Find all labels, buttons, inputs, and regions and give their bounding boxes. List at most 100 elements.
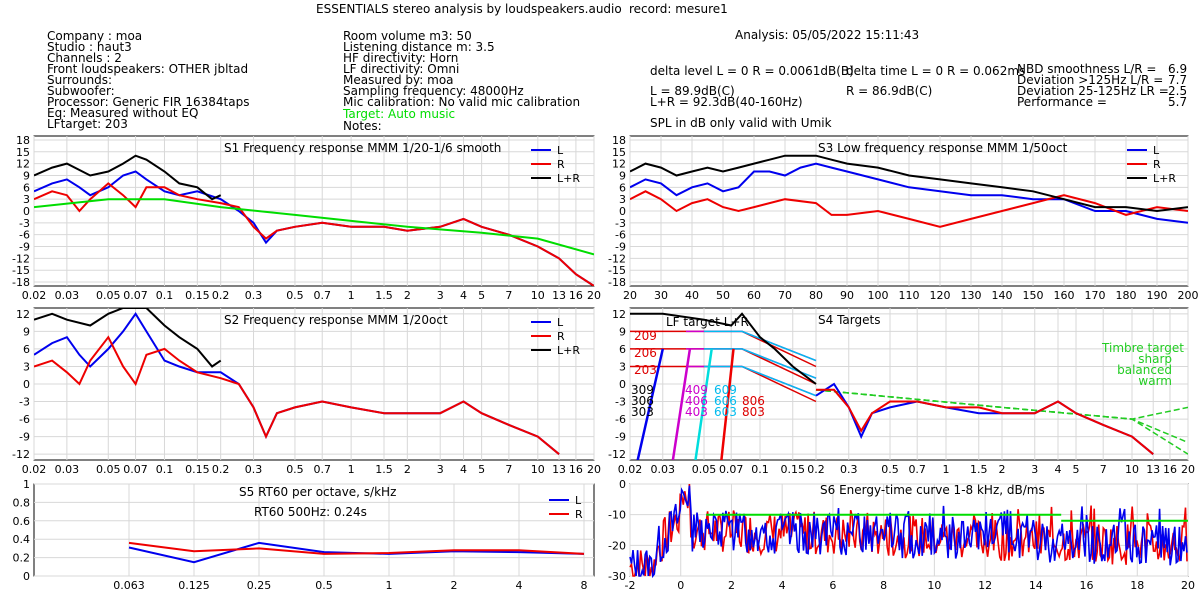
timbre-label: balanced — [1117, 363, 1172, 377]
plot-area — [34, 154, 594, 286]
target-code: 806 — [742, 394, 765, 408]
y-tick-label: -12 — [608, 252, 626, 265]
y-tick-label: 12 — [16, 158, 30, 171]
y-tick-label: 18 — [612, 134, 626, 147]
lf-slope-line — [694, 348, 713, 460]
x-tick-label: 10 — [1125, 463, 1139, 476]
level-lr: L+R = 92.3dB(40-160Hz) — [650, 95, 803, 109]
x-tick-label: 13 — [552, 463, 566, 476]
y-tick-label: 0.8 — [13, 496, 31, 509]
x-tick-label: 180 — [1116, 289, 1137, 302]
x-tick-label: 0.07 — [123, 463, 148, 476]
legend-label: L — [575, 494, 582, 507]
x-tick-label: 0.5 — [315, 579, 333, 592]
info-line: Listening distance m: 3.5 — [343, 40, 495, 54]
x-tick-label: 3 — [1031, 463, 1038, 476]
x-tick-label: 4 — [1054, 463, 1061, 476]
x-tick-label: 2 — [451, 579, 458, 592]
x-tick-label: 20 — [1181, 579, 1195, 592]
x-tick-label: 0.2 — [212, 463, 230, 476]
legend-label: L — [1153, 144, 1160, 157]
x-tick-label: 0.15 — [185, 289, 210, 302]
x-tick-label: 1.5 — [970, 463, 988, 476]
chart-title: S4 Targets — [818, 313, 880, 327]
x-tick-label: 110 — [899, 289, 920, 302]
y-tick-label: 3 — [619, 360, 626, 373]
y-tick-label: 6 — [619, 181, 626, 194]
y-tick-label: 6 — [23, 343, 30, 356]
legend-label: R — [1153, 158, 1161, 171]
target-code: 803 — [742, 405, 765, 419]
y-tick-label: -6 — [19, 229, 30, 242]
x-tick-label: 50 — [716, 289, 730, 302]
series-L+R — [34, 308, 222, 368]
chart-s5: 1 0.8 0.6 0.4 0.2 0 0.063 0.125 0.25 0.5 1 2 4 8 S5 RT… — [13, 478, 595, 592]
x-tick-label: 4 — [516, 579, 523, 592]
y-tick-label: 0 — [619, 478, 626, 491]
y-tick-label: 0 — [23, 205, 30, 218]
x-tick-label: 0.02 — [22, 463, 47, 476]
x-tick-label: 0.15 — [781, 463, 806, 476]
timbre-target-line — [815, 389, 1188, 455]
x-tick-label: 8 — [880, 579, 887, 592]
y-tick-label: 15 — [612, 146, 626, 159]
x-tick-label: 190 — [1147, 289, 1168, 302]
y-tick-label: -9 — [615, 431, 626, 444]
series-R — [34, 335, 560, 455]
target-code: 606 — [714, 394, 737, 408]
x-tick-label: 7 — [505, 289, 512, 302]
x-tick-label: 0.25 — [247, 579, 272, 592]
x-tick-label: 0.02 — [618, 463, 643, 476]
x-tick-label: 0.3 — [245, 463, 263, 476]
y-tick-label: 12 — [16, 308, 30, 321]
info-line: Company : moa — [47, 29, 143, 43]
x-tick-label: 0.3 — [245, 289, 263, 302]
x-tick-label: 1 — [348, 463, 355, 476]
x-tick-label: 150 — [1023, 289, 1044, 302]
y-tick-label: -20 — [608, 539, 626, 552]
info-line: Studio : haut3 — [47, 40, 132, 54]
y-tick-label: 0 — [619, 205, 626, 218]
y-tick-label: -15 — [608, 264, 626, 277]
x-tick-label: 1 — [943, 463, 950, 476]
x-tick-label: 1 — [348, 289, 355, 302]
chart-title: S6 Energy-time curve 1-8 kHz, dB/ms — [820, 483, 1045, 497]
series-R — [34, 182, 594, 286]
x-tick-label: 1.5 — [375, 289, 393, 302]
series-L — [629, 485, 1188, 579]
x-tick-label: 0.5 — [286, 463, 304, 476]
x-tick-label: 80 — [809, 289, 823, 302]
x-tick-label: 0.125 — [178, 579, 210, 592]
lf-target-line — [704, 330, 817, 362]
x-tick-label: 0.1 — [751, 463, 769, 476]
info-line: Channels : 2 — [47, 51, 122, 65]
x-tick-label: 0.1 — [156, 289, 174, 302]
x-tick-label: 0.07 — [719, 463, 744, 476]
timbre-label: warm — [1138, 374, 1172, 388]
series-R — [816, 388, 1154, 455]
info-line: LFtarget: 203 — [47, 117, 128, 131]
y-tick-label: 6 — [619, 343, 626, 356]
y-tick-label: 3 — [23, 193, 30, 206]
target-code: 206 — [634, 346, 657, 360]
x-tick-label: 0.15 — [185, 463, 210, 476]
level-r: R = 86.9dB(C) — [846, 84, 933, 98]
y-tick-label: 3 — [23, 360, 30, 373]
y-tick-label: -6 — [615, 413, 626, 426]
x-tick-label: 120 — [930, 289, 951, 302]
chart-title: S1 Frequency response MMM 1/20-1/6 smoot… — [224, 141, 501, 155]
info-line: HF directivity: Horn — [343, 51, 459, 65]
x-tick-label: -2 — [625, 579, 636, 592]
plot-area — [34, 308, 560, 455]
x-tick-label: 4 — [779, 579, 786, 592]
info-line: Processor: Generic FIR 16384taps — [47, 95, 250, 109]
y-tick-label: 0.6 — [13, 515, 31, 528]
x-tick-label: 2 — [999, 463, 1006, 476]
y-tick-label: -12 — [12, 448, 30, 461]
info-line: Mic calibration: No valid mic calibratio… — [343, 95, 581, 109]
timbre-label: Timbre target — [1101, 341, 1184, 355]
series-L+R — [630, 312, 817, 385]
dev25-label: Deviation 25-125Hz LR = — [1017, 84, 1169, 98]
lf-target-line — [704, 365, 817, 397]
